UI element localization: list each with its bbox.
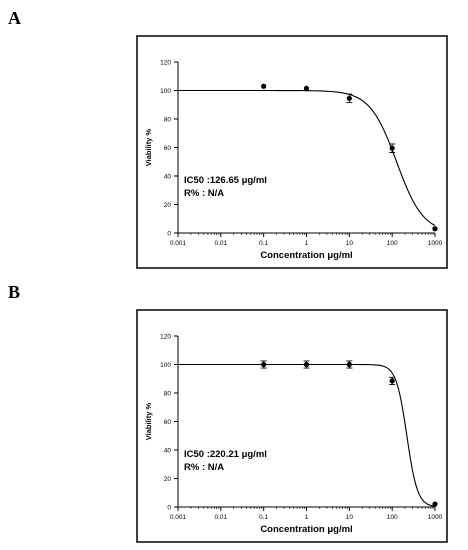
x-tick-label: 1: [305, 240, 309, 247]
x-axis-label: Concentration μg/ml: [260, 524, 352, 535]
chart-panel-b: 0 20 40 60 80 100 120 0.001 0.01 0.1 1 10 100 1000 Con…: [136, 309, 448, 543]
x-tick-label: 0.1: [259, 240, 268, 247]
y-tick-label: 60: [164, 145, 172, 152]
x-tick-label: 0.01: [215, 514, 228, 521]
y-tick-label: 40: [164, 448, 172, 455]
x-axis-label: Concentration μg/ml: [260, 250, 352, 261]
y-tick-label: 40: [164, 174, 172, 181]
data-point: [389, 145, 395, 151]
y-tick-label: 120: [160, 334, 171, 341]
data-point: [303, 85, 310, 91]
y-axis-label: Viability %: [144, 402, 153, 440]
data-point: [346, 95, 352, 101]
x-tick-label: 0.001: [170, 240, 187, 247]
y-axis-label: Viability %: [144, 128, 153, 166]
data-point: [261, 361, 267, 368]
ic50-annotation: IC50 :220.21 μg/ml: [184, 449, 267, 460]
r-annotation: R% : N/A: [184, 188, 224, 199]
data-point: [389, 378, 395, 384]
y-tick-label: 60: [164, 419, 172, 426]
fit-curve: [178, 89, 436, 226]
data-point: [261, 83, 267, 89]
y-tick-label: 100: [160, 88, 171, 95]
y-tick-label: 80: [164, 391, 172, 398]
y-tick-label: 20: [164, 202, 172, 209]
x-tick-label: 1000: [428, 514, 443, 521]
x-tick-label: 1: [305, 514, 309, 521]
x-tick-label: 100: [387, 514, 398, 521]
y-tick-label: 80: [164, 117, 172, 124]
r-annotation: R% : N/A: [184, 462, 224, 473]
ic50-annotation: IC50 :126.65 μg/ml: [184, 175, 267, 186]
x-tick-label: 0.1: [259, 514, 268, 521]
data-point: [432, 226, 438, 232]
x-tick-label: 10: [346, 240, 354, 247]
panel-label-b: B: [8, 282, 21, 302]
data-point: [432, 501, 438, 507]
y-tick-label: 0: [167, 505, 171, 512]
x-tick-label: 0.001: [170, 514, 187, 521]
x-tick-label: 0.01: [215, 240, 228, 247]
x-tick-label: 10: [346, 514, 354, 521]
y-tick-label: 100: [160, 362, 171, 369]
chart-panel-a: 0 20 40 60 80 100 120 0.001 0.01 0.1 1 10 100 1000 Con…: [136, 35, 448, 269]
x-tick-label: 100: [387, 240, 398, 247]
chart-frame: [136, 309, 448, 543]
data-point: [346, 361, 352, 368]
y-tick-label: 120: [160, 60, 171, 67]
panel-label-a: A: [8, 8, 21, 28]
y-tick-label: 0: [167, 231, 171, 238]
x-tick-label: 1000: [428, 240, 443, 247]
data-point: [303, 361, 310, 368]
y-tick-label: 20: [164, 476, 172, 483]
chart-frame: [136, 35, 448, 269]
fit-curve: [178, 363, 436, 507]
